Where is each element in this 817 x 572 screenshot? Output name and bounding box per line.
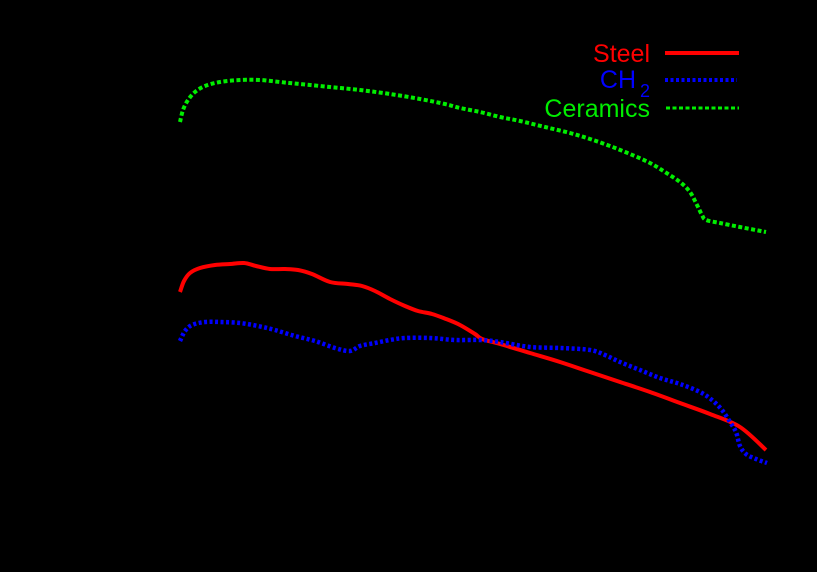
legend-label-ceramics: Ceramics: [544, 95, 650, 123]
legend: Steel CH 2 Ceramics: [544, 40, 739, 123]
legend-label-steel: Steel: [593, 40, 650, 68]
legend-label-ch2: CH: [600, 66, 636, 94]
series-line-ch2: [177, 319, 768, 466]
series-line-ceramics: [178, 77, 767, 234]
plot-series: [177, 77, 768, 466]
legend-label-ch2-subscript: 2: [640, 81, 650, 101]
series-line-steel: [178, 260, 768, 452]
